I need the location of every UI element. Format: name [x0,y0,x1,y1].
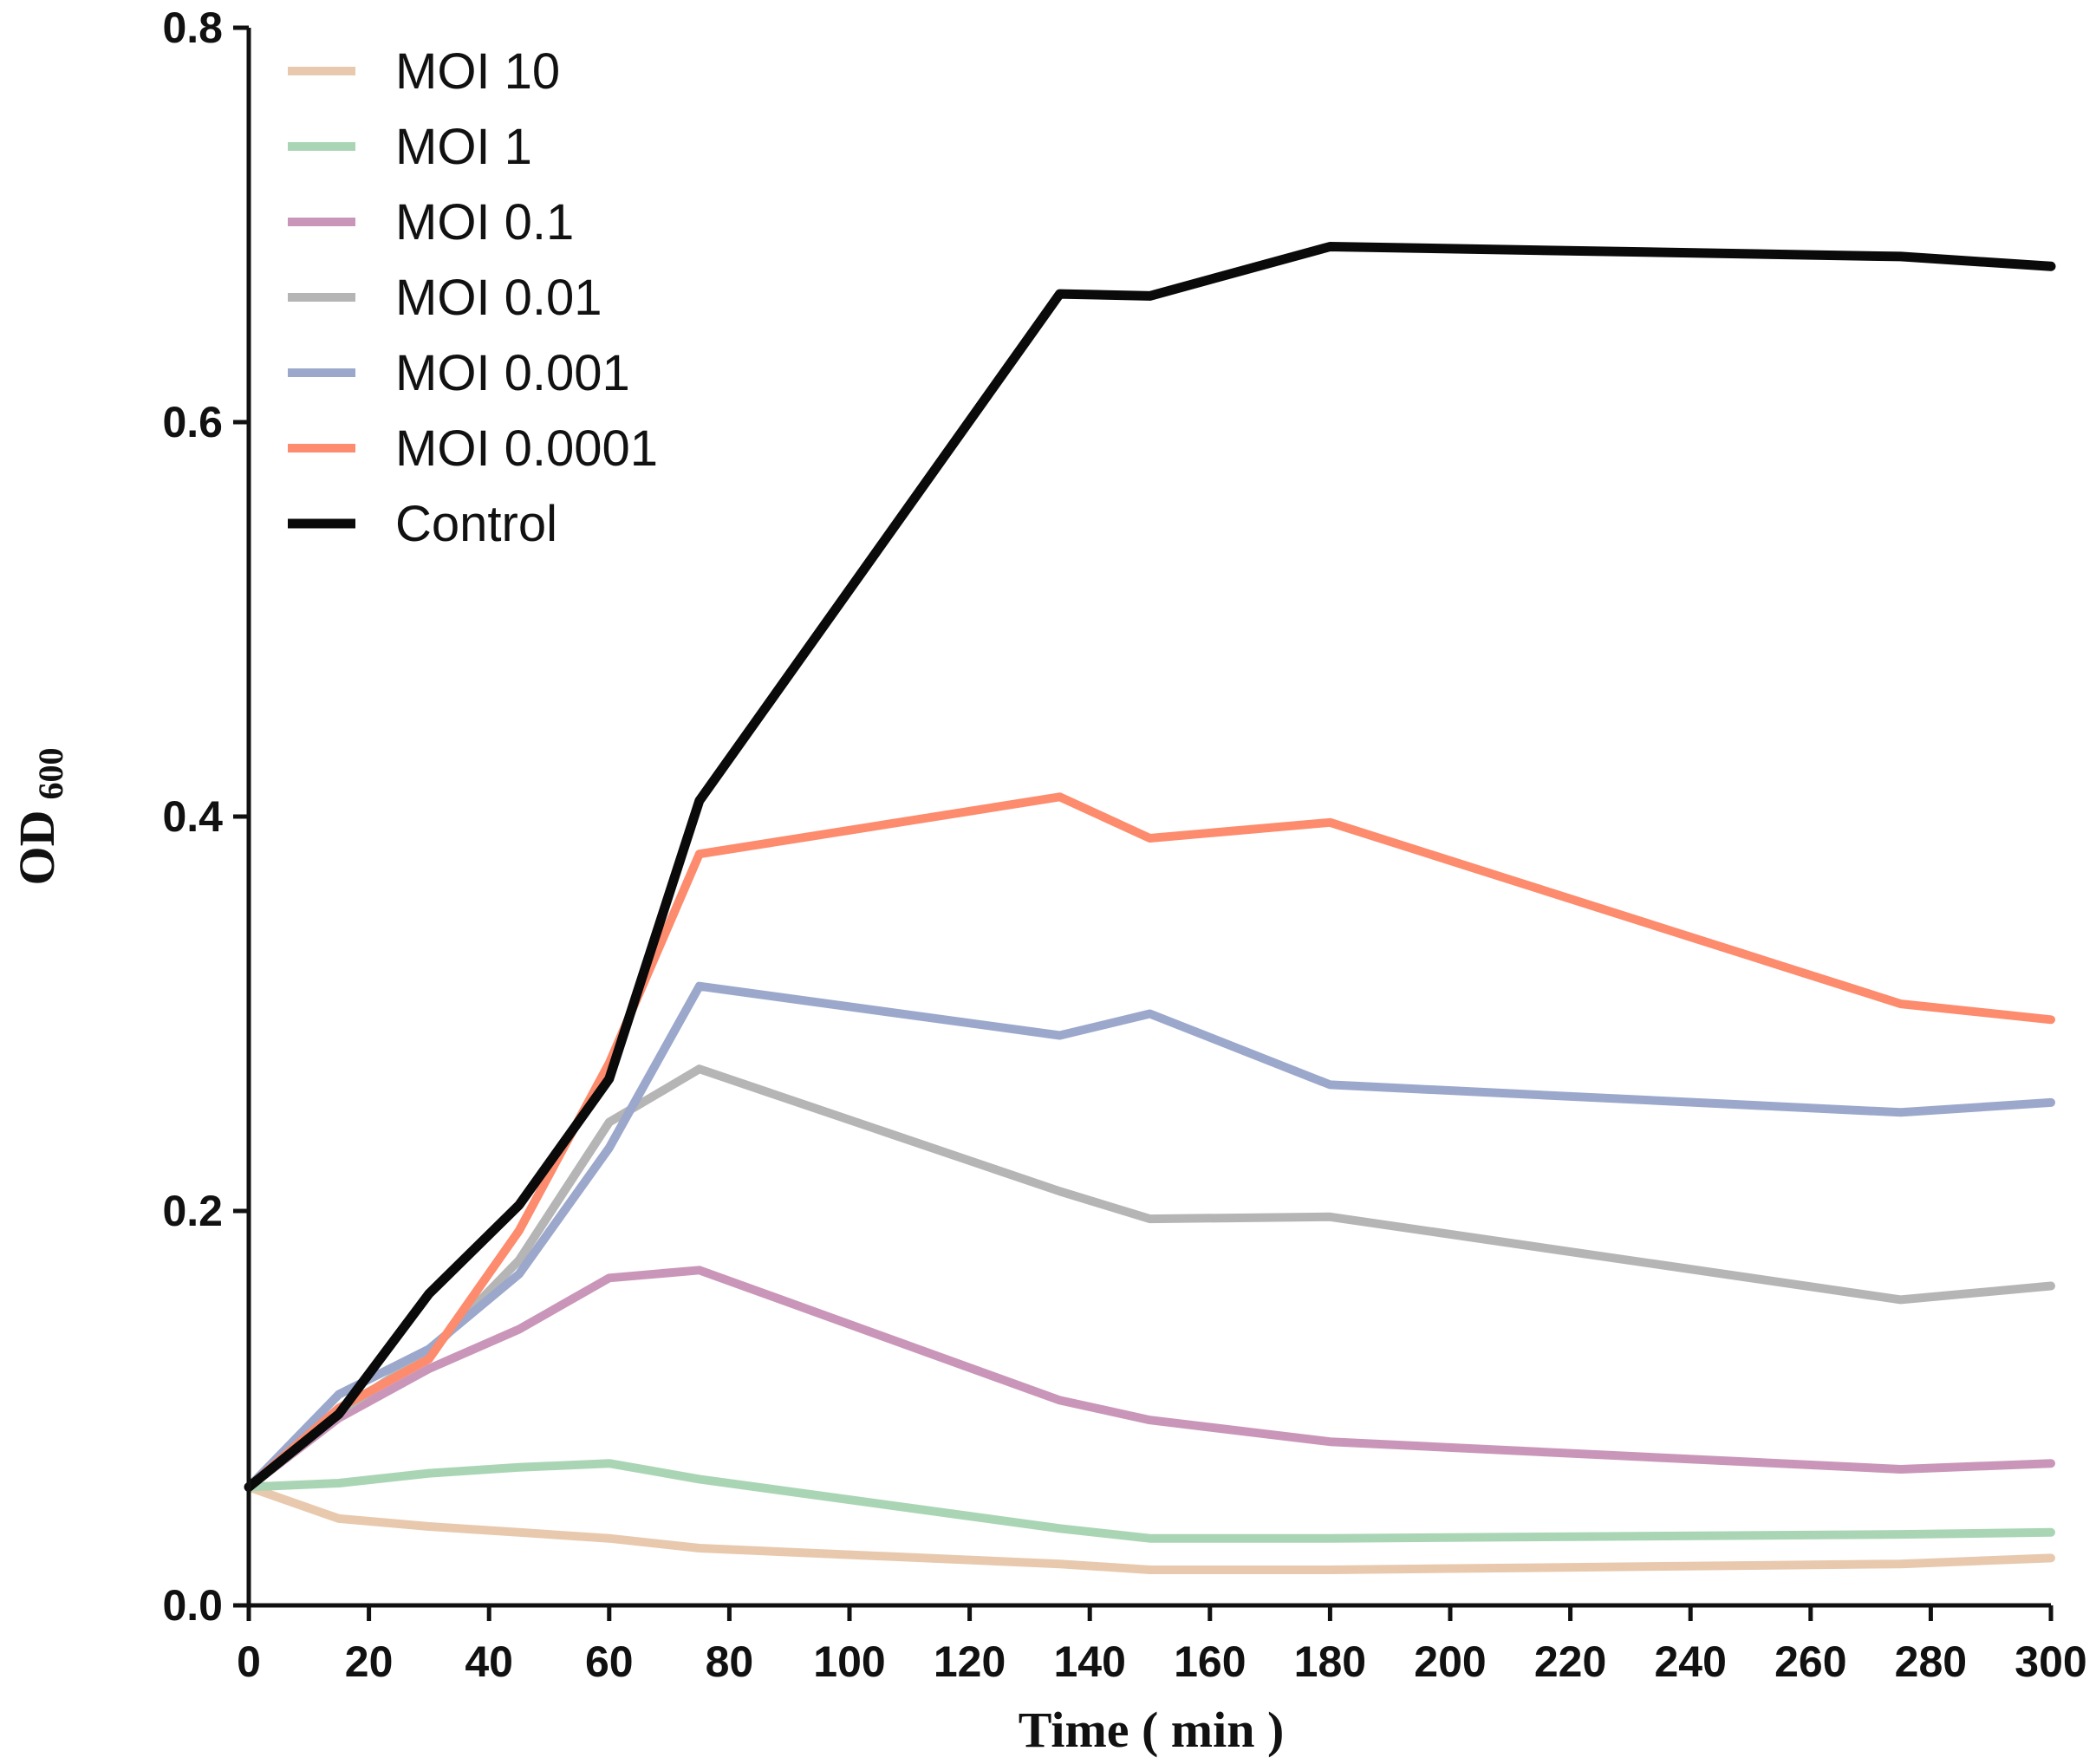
legend-item: MOI 0.0001 [288,420,658,477]
series-layer [244,242,2056,1574]
legend-label: MOI 0.01 [395,270,602,326]
x-axis-title: Time ( min ) [1019,1702,1285,1758]
legend-label: MOI 1 [395,119,532,175]
legend-label: MOI 0.001 [395,345,630,401]
x-tick-label: 160 [1174,1637,1246,1686]
series-line-moi-0-001 [244,981,2055,1492]
y-axis-title-subscript: 600 [31,748,70,800]
y-tick-label: 0.6 [162,398,223,446]
y-tick-label: 0.4 [162,792,223,841]
legend-item: MOI 0.1 [288,194,574,251]
x-tick-label: 60 [585,1637,634,1686]
y-tick-label: 0.2 [162,1187,223,1235]
x-tick-label: 200 [1414,1637,1486,1686]
x-tick-label: 120 [934,1637,1006,1686]
x-tick-label: 180 [1294,1637,1366,1686]
legend-item: MOI 1 [288,119,532,175]
x-tick-label: 80 [706,1637,754,1686]
x-tick-label: 0 [237,1637,261,1686]
y-tick-label: 0.8 [162,3,223,52]
series-line-moi-0-0001 [244,792,2055,1492]
x-tick-label: 140 [1053,1637,1125,1686]
legend-item: MOI 0.001 [288,345,630,401]
x-ticks: 0 20 40 60 80 100 120 140 160 180 200 220 240 260 280 3… [237,1605,2087,1686]
y-axis-title-main: OD [9,810,65,886]
series-line-moi-1 [244,1459,2055,1543]
legend: MOI 10 MOI 1 MOI 0.1 MOI 0.01 MOI 0.001 MOI 0… [288,43,658,552]
y-ticks: 0.0 0.2 0.4 0.6 0.8 [162,3,249,1630]
legend-item: MOI 10 [288,43,560,100]
x-tick-label: 40 [465,1637,513,1686]
x-tick-label: 280 [1895,1637,1967,1686]
legend-label: MOI 0.1 [395,194,574,251]
x-tick-label: 300 [2015,1637,2086,1686]
legend-label: MOI 0.0001 [395,420,658,477]
legend-item: MOI 0.01 [288,270,602,326]
x-tick-label: 20 [345,1637,394,1686]
legend-label: Control [395,496,557,552]
series-line-control [244,242,2056,1492]
y-tick-label: 0.0 [162,1581,223,1630]
series-line-moi-10 [244,1482,2055,1574]
x-tick-label: 260 [1774,1637,1846,1686]
x-tick-label: 240 [1654,1637,1726,1686]
legend-item: Control [288,496,557,552]
y-axis-title: OD 600 [9,748,70,886]
legend-label: MOI 10 [395,43,560,100]
series-line-moi-0-1 [244,1266,2055,1492]
x-tick-label: 220 [1534,1637,1606,1686]
x-tick-label: 100 [813,1637,885,1686]
